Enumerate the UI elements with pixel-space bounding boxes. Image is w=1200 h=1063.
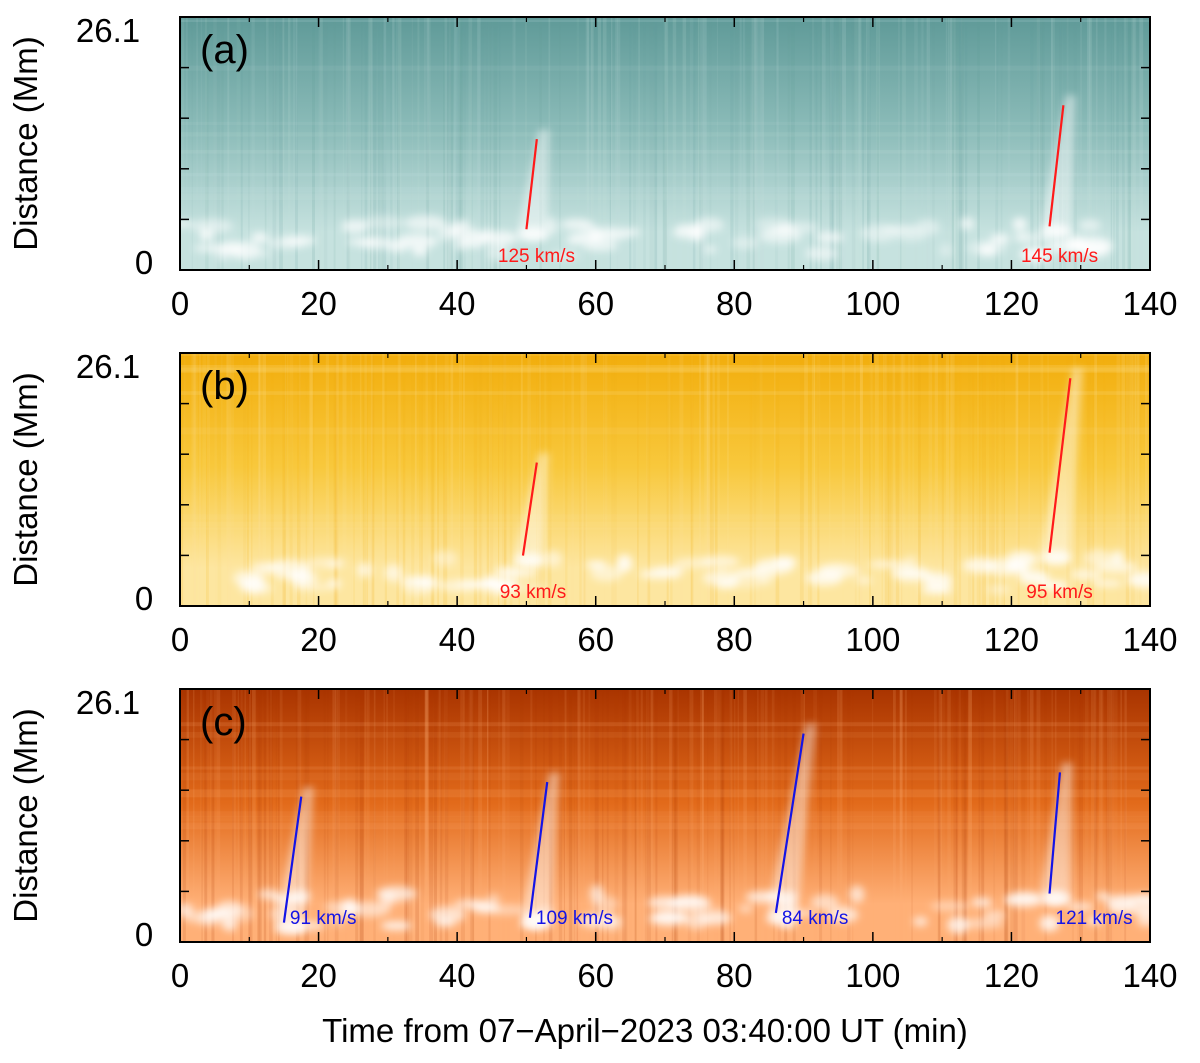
x-tick-label: 0 — [171, 285, 189, 322]
heatmap-image — [180, 353, 1150, 606]
y-axis-title: Distance (Mm) — [7, 708, 44, 923]
heatmap-brightenings — [180, 215, 1113, 264]
x-tick-label: 120 — [984, 957, 1039, 994]
y-tick-label: 0 — [135, 244, 153, 281]
speed-label: 84 km/s — [782, 908, 849, 929]
speed-label: 145 km/s — [1021, 246, 1098, 267]
speed-label: 121 km/s — [1056, 908, 1133, 929]
x-tick-label: 140 — [1122, 957, 1177, 994]
x-tick-label: 20 — [300, 957, 337, 994]
speed-fit-line — [521, 462, 538, 556]
panel-label: (a) — [200, 28, 249, 72]
x-axis: 0 20 40 60 80 100 120 140 — [171, 689, 1178, 994]
y-axis: 026.1 — [76, 684, 1150, 953]
y-axis: 026.1 — [76, 348, 1150, 617]
heatmap-image — [180, 17, 1150, 270]
x-tick-label: 60 — [577, 621, 614, 658]
heatmap-image — [180, 689, 1150, 942]
x-tick-label: 100 — [845, 285, 900, 322]
speed-fit-line — [1048, 105, 1065, 227]
speed-fit-line — [1048, 772, 1062, 894]
x-tick-label: 100 — [845, 957, 900, 994]
speed-label: 125 km/s — [498, 246, 575, 267]
y-tick-label: 26.1 — [76, 12, 140, 49]
x-tick-label: 80 — [716, 621, 753, 658]
y-tick-label: 0 — [135, 916, 153, 953]
speed-fit-line — [282, 796, 303, 923]
x-tick-label: 0 — [171, 621, 189, 658]
heatmap-brightenings — [232, 549, 1150, 596]
jet-footpoint — [276, 920, 305, 935]
x-axis: 0 20 40 60 80 100 120 140 — [171, 17, 1178, 322]
jet-footpoint — [515, 553, 544, 568]
y-axis-title: Distance (Mm) — [7, 372, 44, 587]
speed-fit-line — [1048, 378, 1072, 553]
speed-fit-line — [774, 733, 805, 914]
panel-label: (b) — [200, 364, 249, 408]
speed-annotations: 125 km/s 145 km/s — [498, 105, 1098, 267]
speed-label: 91 km/s — [290, 908, 357, 929]
x-tick-label: 140 — [1122, 621, 1177, 658]
x-tick-label: 60 — [577, 957, 614, 994]
jet-footpoint — [1042, 550, 1071, 565]
y-axis-title: Distance (Mm) — [7, 36, 44, 251]
jet-footpoint — [768, 910, 797, 925]
x-tick-label: 140 — [1122, 285, 1177, 322]
x-tick-label: 40 — [439, 957, 476, 994]
x-tick-label: 20 — [300, 621, 337, 658]
x-tick-label: 80 — [716, 285, 753, 322]
x-tick-label: 40 — [439, 285, 476, 322]
speed-label: 95 km/s — [1026, 582, 1093, 603]
x-tick-label: 120 — [984, 621, 1039, 658]
speed-label: 109 km/s — [536, 908, 613, 929]
y-tick-label: 26.1 — [76, 348, 140, 385]
x-axis: 0 20 40 60 80 100 120 140 — [171, 353, 1178, 658]
speed-fit-line — [525, 139, 538, 230]
jet-footpoint — [522, 915, 551, 930]
x-tick-label: 20 — [300, 285, 337, 322]
panel-label: (c) — [200, 700, 247, 744]
heatmap-texture — [180, 689, 1150, 942]
y-axis: 026.1 — [76, 12, 1150, 281]
speed-fit-line — [528, 781, 549, 918]
jet-footpoint — [519, 227, 548, 242]
speed-annotations: 91 km/s 109 km/s 84 km/s 121 km/s — [282, 733, 1133, 929]
y-tick-label: 26.1 — [76, 684, 140, 721]
x-tick-label: 80 — [716, 957, 753, 994]
x-tick-label: 40 — [439, 621, 476, 658]
x-tick-label: 100 — [845, 621, 900, 658]
x-tick-label: 120 — [984, 285, 1039, 322]
x-tick-label: 60 — [577, 285, 614, 322]
speed-annotations: 93 km/s 95 km/s — [500, 378, 1093, 603]
y-tick-label: 0 — [135, 580, 153, 617]
speed-label: 93 km/s — [500, 582, 567, 603]
jet-footpoint — [1042, 891, 1071, 906]
jet-footpoint — [1042, 224, 1071, 239]
x-axis-title: Time from 07−April−2023 03:40:00 UT (min… — [322, 1012, 968, 1049]
x-tick-label: 0 — [171, 957, 189, 994]
